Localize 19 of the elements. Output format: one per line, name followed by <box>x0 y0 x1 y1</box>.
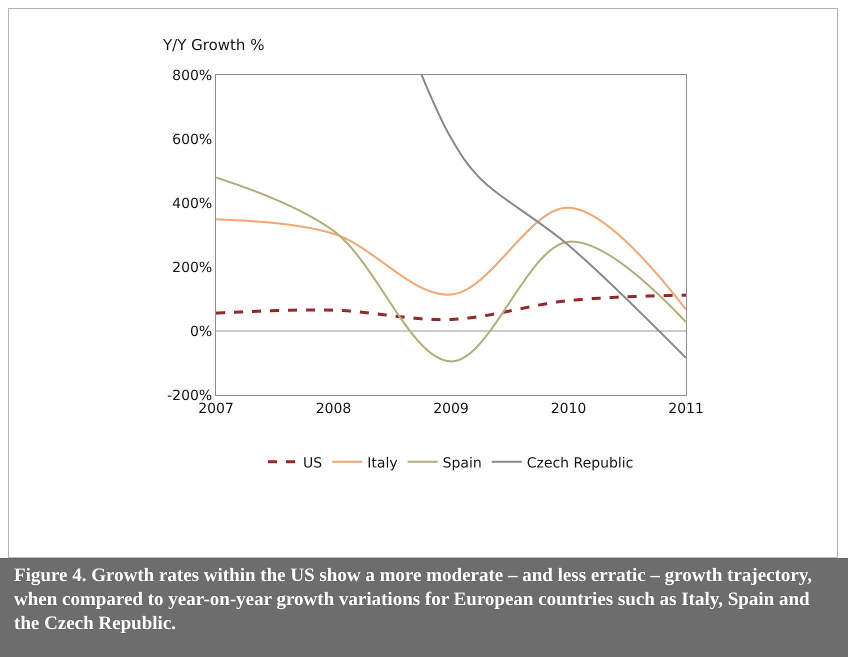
line-series <box>420 75 686 359</box>
line-series <box>216 176 686 362</box>
legend-label: Spain <box>442 455 482 472</box>
x-tick-label: 2011 <box>668 400 704 417</box>
y-tick-label: 0% <box>190 324 212 340</box>
x-tick-label: 2010 <box>550 400 586 417</box>
x-tick-label: 2009 <box>433 400 469 417</box>
y-tick-label: 800% <box>172 68 212 84</box>
legend-label: Czech Republic <box>526 455 634 472</box>
legend-label: US <box>303 455 322 472</box>
caption: Figure 4. Growth rates within the US show a more moderate – and less erratic – growth trajectory, when compared to year-on-year growth variations for European countries such as Italy, Spain and the Czech Republic. <box>0 558 848 657</box>
y-axis-title: Y/Y Growth % <box>162 36 264 54</box>
x-tick-label: 2008 <box>316 400 352 417</box>
y-tick-label: 200% <box>172 260 212 276</box>
y-tick-label: 400% <box>172 196 212 212</box>
line-series <box>216 206 686 311</box>
line-series <box>216 294 686 322</box>
legend-label: Italy <box>367 455 398 472</box>
y-tick-label: 600% <box>172 132 212 148</box>
